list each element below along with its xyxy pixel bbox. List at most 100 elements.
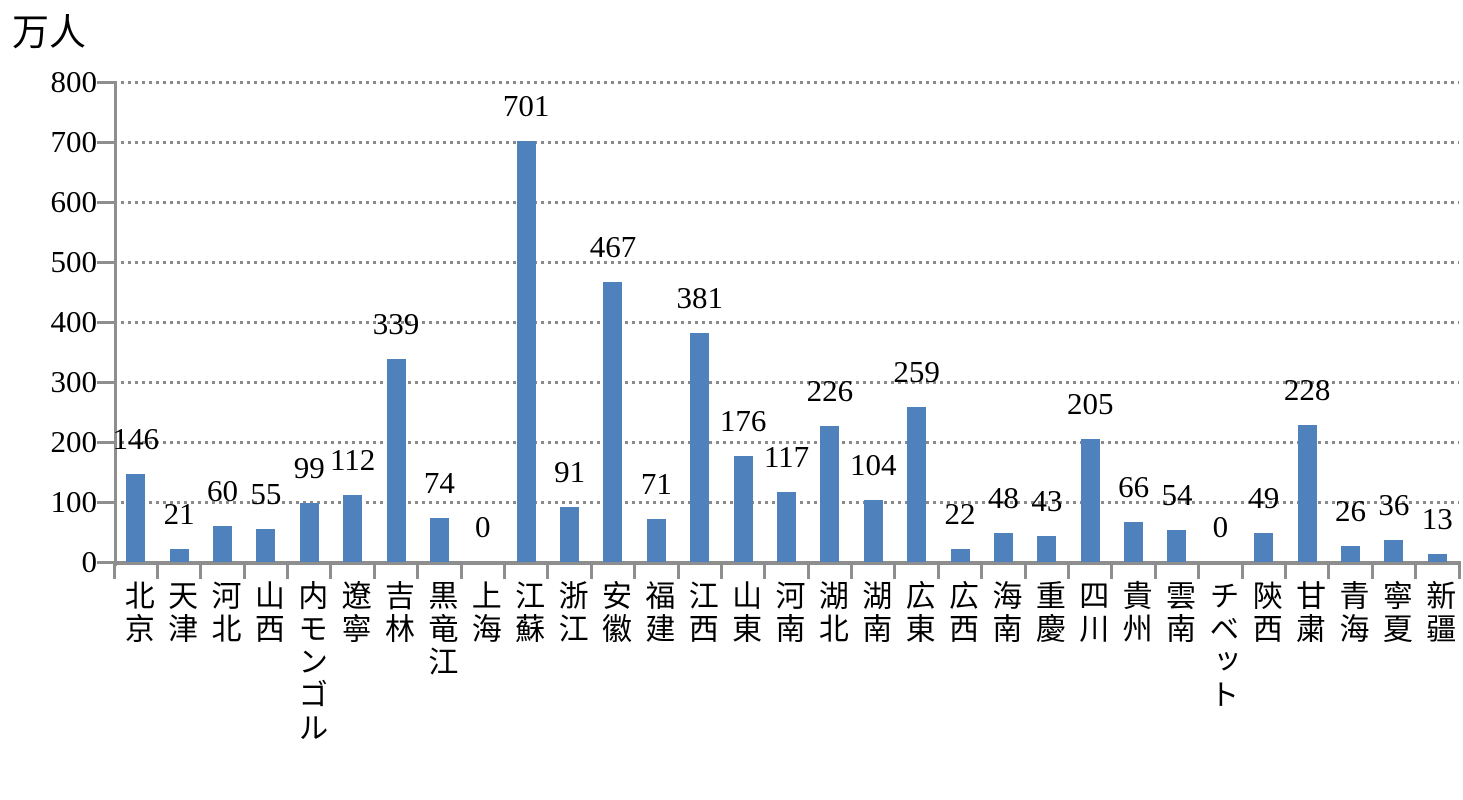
bar-value-label: 66 xyxy=(1118,469,1150,505)
x-category-label: 河北 xyxy=(206,580,240,646)
x-tick-mark xyxy=(1153,561,1157,579)
bar xyxy=(1124,522,1144,562)
y-axis-unit-label: 万人 xyxy=(12,13,86,54)
x-tick-mark xyxy=(936,561,940,579)
bar xyxy=(820,426,840,562)
gridline xyxy=(114,381,1459,384)
bar xyxy=(777,491,796,562)
x-tick-mark xyxy=(502,561,506,579)
x-category-label: 甘粛 xyxy=(1291,580,1325,646)
x-tick-mark xyxy=(850,561,854,579)
bar-value-label: 43 xyxy=(1031,483,1063,519)
bar xyxy=(603,281,623,562)
bar xyxy=(1167,529,1187,562)
x-tick-mark xyxy=(1067,561,1071,579)
y-tick-mark xyxy=(97,561,114,564)
x-category-label: 湖南 xyxy=(857,580,891,646)
x-category-label: 寧夏 xyxy=(1377,580,1411,646)
x-tick-mark xyxy=(1414,561,1418,579)
gridline xyxy=(114,201,1459,204)
y-axis-line xyxy=(114,81,117,566)
bar-value-label: 339 xyxy=(372,305,420,341)
x-category-label: 福建 xyxy=(640,580,674,646)
x-tick-mark xyxy=(1110,561,1114,579)
bar xyxy=(993,533,1013,562)
bar xyxy=(733,456,753,562)
bar xyxy=(516,141,536,562)
y-tick-label: 100 xyxy=(50,484,98,519)
y-tick-label: 600 xyxy=(50,184,98,219)
x-category-label: 重慶 xyxy=(1030,580,1064,646)
bar-value-label: 21 xyxy=(163,496,195,532)
x-tick-mark xyxy=(372,561,376,579)
gridline xyxy=(114,81,1459,84)
x-category-label: 黒竜江 xyxy=(423,580,457,679)
x-tick-mark xyxy=(763,561,767,579)
bar xyxy=(1080,439,1100,562)
x-category-label: チベット xyxy=(1204,580,1238,712)
x-category-label: 海南 xyxy=(987,580,1021,646)
y-tick-label: 0 xyxy=(81,544,98,579)
bar-value-label: 176 xyxy=(719,403,767,439)
x-category-label: 山西 xyxy=(249,580,283,646)
bar-value-label: 228 xyxy=(1283,372,1331,408)
y-tick-label: 300 xyxy=(50,364,98,399)
bar xyxy=(343,494,363,562)
bar-value-label: 22 xyxy=(944,495,976,531)
x-category-label: 北京 xyxy=(119,580,153,646)
bar-value-label: 259 xyxy=(893,353,940,389)
y-tick-mark xyxy=(97,381,114,384)
y-tick-label: 800 xyxy=(50,64,98,99)
bar xyxy=(1341,546,1361,562)
x-tick-mark xyxy=(806,561,810,579)
y-tick-label: 200 xyxy=(50,424,98,459)
bar xyxy=(863,499,883,562)
bar-value-label: 104 xyxy=(850,446,897,482)
x-category-label: 安徽 xyxy=(596,580,630,646)
y-tick-mark xyxy=(97,261,114,264)
y-tick-mark xyxy=(97,321,114,324)
x-tick-mark xyxy=(199,561,203,579)
x-category-label: 河南 xyxy=(770,580,804,646)
bar-value-label: 701 xyxy=(502,88,550,124)
x-tick-mark xyxy=(1240,561,1244,579)
bar-value-label: 55 xyxy=(250,476,282,511)
bar-value-label: 13 xyxy=(1421,501,1453,537)
x-tick-mark xyxy=(719,561,723,579)
gridline xyxy=(114,321,1459,324)
x-category-label: 広東 xyxy=(900,580,934,646)
bar xyxy=(169,549,189,562)
y-tick-mark xyxy=(97,141,114,144)
x-tick-mark xyxy=(676,561,680,579)
bar-value-label: 91 xyxy=(554,454,586,490)
bar xyxy=(256,529,276,562)
x-tick-mark xyxy=(1023,561,1027,579)
bar xyxy=(1384,540,1404,562)
x-tick-mark xyxy=(589,561,593,579)
x-category-label: 山東 xyxy=(727,580,761,646)
x-category-label: 広西 xyxy=(944,580,978,646)
bar xyxy=(560,507,580,562)
x-category-label: 貴州 xyxy=(1117,580,1151,646)
x-tick-mark xyxy=(893,561,897,579)
x-category-label: 湖北 xyxy=(813,580,847,646)
bar xyxy=(690,333,710,562)
bar-value-label: 381 xyxy=(676,280,723,316)
bar xyxy=(1427,554,1447,562)
bar-value-label: 71 xyxy=(640,466,672,502)
x-axis-line xyxy=(114,561,1461,565)
bar-value-label: 54 xyxy=(1161,476,1193,512)
x-category-label: 内モンゴル xyxy=(293,580,327,745)
x-category-label: 上海 xyxy=(466,580,500,646)
bar-value-label: 99 xyxy=(293,449,325,485)
x-tick-mark xyxy=(546,561,550,579)
bar xyxy=(1254,532,1274,562)
bar xyxy=(386,358,406,562)
y-tick-mark xyxy=(97,81,114,84)
x-category-label: 遼寧 xyxy=(336,580,370,646)
x-category-label: 浙江 xyxy=(553,580,587,646)
bar-value-label: 36 xyxy=(1378,487,1410,523)
bar xyxy=(212,526,232,562)
bar xyxy=(907,406,927,562)
